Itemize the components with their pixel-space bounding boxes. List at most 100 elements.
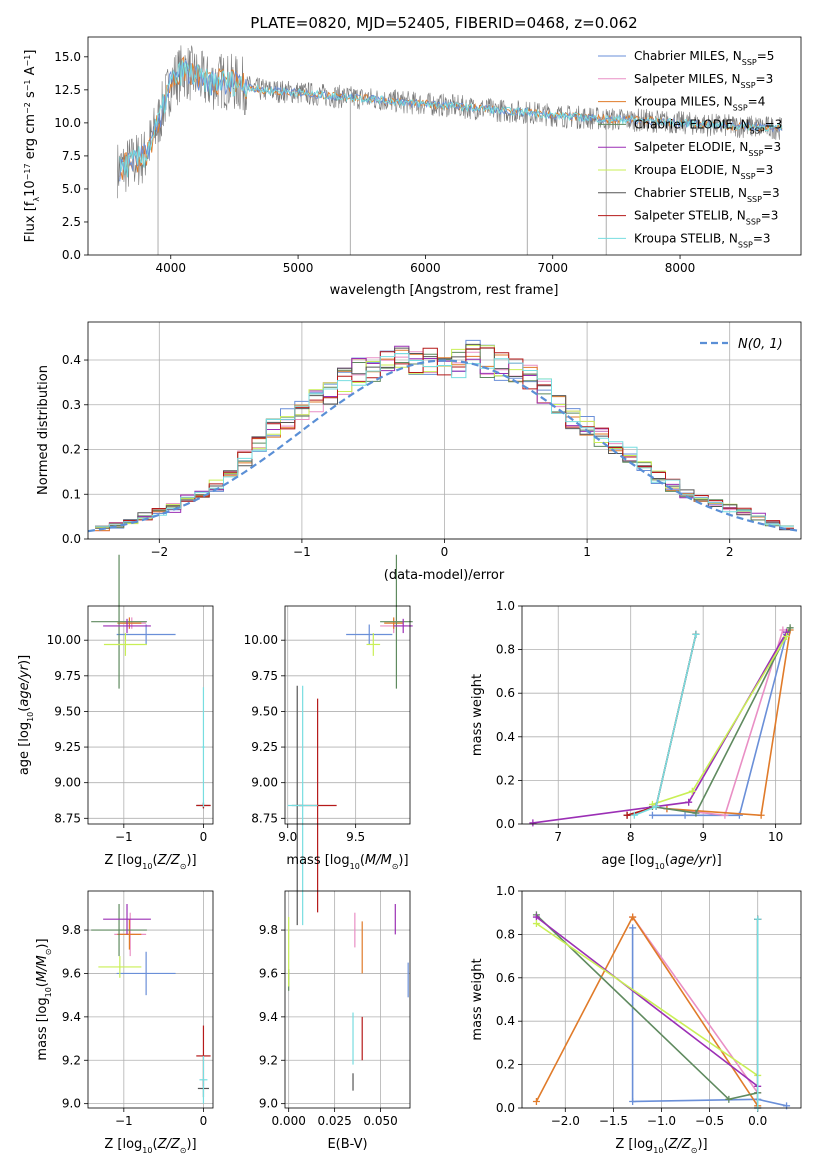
y-tick-label: 0.0: [62, 532, 81, 546]
plot-frame-residuals: [87, 321, 802, 540]
weight-marker: [532, 913, 540, 921]
chart-title: PLATE=0820, MJD=52405, FIBERID=0468, z=0…: [250, 14, 637, 32]
x-tick-label: 4000: [155, 261, 186, 275]
weight-marker: [735, 811, 743, 819]
x-tick-label: 10: [768, 830, 783, 844]
x-axis-label: E(B-V): [327, 1137, 367, 1152]
x-tick-label: 0.050: [363, 1114, 397, 1128]
x-tick-label: 8: [627, 830, 635, 844]
y-axis-label: Flux [fλ10−17 erg cm−2 s−1 A−1]: [23, 50, 41, 243]
x-axis-label: Z [log10(Z/Z⊙)]: [615, 1137, 707, 1155]
x-tick-label: 5000: [283, 261, 314, 275]
y-tick-label: 0.2: [62, 443, 81, 457]
y-tick-label: 1.0: [496, 599, 515, 613]
y-tick-label: 12.5: [54, 83, 81, 97]
y-tick-label: 8.75: [54, 811, 81, 825]
weight-line: [631, 927, 787, 1107]
axes-mass-vs-EBV: 0.000 0.025 0.050 9.0 9.2 9.4 9.6 9.8: [259, 891, 410, 1128]
weight-lines-weight-vs-age: [529, 624, 794, 827]
y-tick-label: 0.6: [496, 971, 515, 985]
x-tick-label: −2.0: [551, 1114, 580, 1128]
x-tick-label: 9.5: [346, 830, 365, 844]
y-tick-label: 5.0: [62, 182, 81, 196]
legend-label: Kroupa MILES, NSSP=4: [634, 95, 765, 113]
y-tick-label: 0.2: [496, 773, 515, 787]
weight-marker: [779, 626, 787, 634]
x-tick-label: −1: [115, 1114, 133, 1128]
x-tick-label: 7000: [537, 261, 568, 275]
histograms: [88, 339, 801, 533]
weight-marker: [783, 633, 791, 641]
x-tick-label: −1.0: [647, 1114, 676, 1128]
x-tick-label: 0.000: [271, 1114, 305, 1128]
weight-line: [631, 916, 759, 1094]
plot-frame-age-vs-mass: [284, 605, 411, 825]
x-axis-label: mass [log10(M/M⊙)]: [286, 853, 408, 871]
y-tick-label: 0.1: [62, 487, 81, 501]
y-tick-label: 0.6: [496, 686, 515, 700]
legend-label: Chabrier STELIB, NSSP=3: [634, 186, 780, 204]
x-axis-label: wavelength [Angstrom, rest frame]: [330, 283, 559, 298]
x-tick-label: −1: [293, 545, 311, 559]
legend-label: Kroupa STELIB, NSSP=3: [634, 231, 771, 249]
axes-age-vs-mass: 9.0 9.5 8.75 9.00 9.25 9.50 9.75 10.00: [244, 606, 410, 844]
histogram-step: [95, 349, 794, 532]
weight-marker: [786, 624, 794, 632]
weight-line: [652, 627, 791, 814]
y-tick-label: 0.0: [496, 817, 515, 831]
x-tick-label: 0: [200, 1114, 208, 1128]
y-tick-label: 9.2: [62, 1053, 81, 1067]
weight-marker: [692, 809, 700, 817]
y-tick-label: 0.4: [496, 1014, 515, 1028]
weight-marker: [685, 798, 693, 806]
x-axis-label: Z [log10(Z/Z⊙)]: [104, 853, 196, 871]
errorbars-age-vs-Z: [91, 554, 211, 809]
y-tick-label: 1.0: [496, 884, 515, 898]
weight-marker: [630, 811, 638, 819]
weight-marker: [648, 800, 656, 808]
x-tick-label: −1: [115, 830, 133, 844]
legend-label: Salpeter STELIB, NSSP=3: [634, 209, 778, 227]
y-tick-label: 15.0: [54, 50, 81, 64]
y-tick-label: 9.50: [251, 704, 278, 718]
x-tick-label: 8000: [665, 261, 696, 275]
x-tick-label: 2: [726, 545, 734, 559]
weight-marker: [532, 920, 540, 928]
y-axis-label: Normed distribution: [36, 365, 51, 495]
y-tick-label: 7.5: [62, 149, 81, 163]
y-tick-label: 9.00: [54, 776, 81, 790]
weight-marker: [532, 1097, 540, 1105]
legend-label: Chabrier ELODIE, NSSP=3: [634, 117, 782, 135]
spectrum-lines: [117, 45, 783, 255]
histogram-step: [95, 353, 794, 527]
errorbars-mass-vs-EBV: [288, 904, 409, 1091]
weight-marker: [725, 1095, 733, 1103]
weight-marker: [623, 811, 631, 819]
y-tick-label: 2.5: [62, 215, 81, 229]
weight-marker: [629, 1097, 637, 1105]
errorbars-mass-vs-Z: [91, 904, 211, 1104]
y-tick-label: 9.00: [251, 776, 278, 790]
x-axis-label: (data-model)/error: [384, 568, 505, 583]
legend-label: N(0, 1): [738, 337, 783, 352]
y-tick-label: 9.0: [259, 1097, 278, 1111]
weight-marker: [652, 803, 660, 811]
y-tick-label: 0.3: [62, 398, 81, 412]
y-tick-label: 10.00: [244, 633, 278, 647]
y-tick-label: 9.8: [62, 923, 81, 937]
plot-frame-weight-vs-Z: [521, 890, 802, 1109]
plot-frame-mass-vs-Z: [87, 890, 214, 1109]
weight-marker: [629, 913, 637, 921]
legend-label: Salpeter MILES, NSSP=3: [634, 72, 773, 90]
y-tick-label: 9.8: [259, 923, 278, 937]
weight-line: [626, 634, 697, 817]
plot-frame-age-vs-Z: [87, 605, 214, 825]
model-spectrum: [119, 60, 783, 178]
y-tick-label: 10.0: [54, 116, 81, 130]
y-tick-label: 9.6: [62, 966, 81, 980]
axes-residuals: −2 −1 0 1 2 0.0 0.1 0.2 0.3 0.4: [62, 322, 801, 559]
y-tick-label: 9.0: [62, 1097, 81, 1111]
axes-spectrum: 4000 5000 6000 7000 8000 0.0 2.5 5.0 7.5 10.0 12.5…: [54, 50, 695, 275]
x-tick-label: −0.5: [695, 1114, 724, 1128]
